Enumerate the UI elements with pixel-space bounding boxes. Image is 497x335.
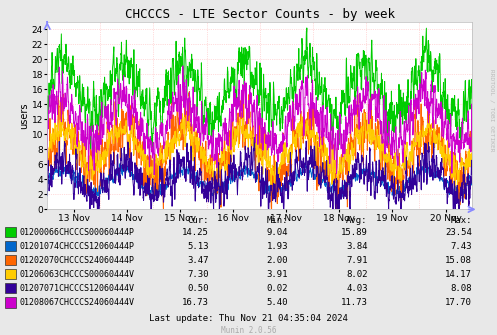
Text: 5.13: 5.13 — [187, 242, 209, 251]
Text: 01202070CHCCCS24060444P: 01202070CHCCCS24060444P — [20, 256, 135, 265]
Text: 1.93: 1.93 — [267, 242, 288, 251]
Text: 4.03: 4.03 — [346, 284, 368, 293]
Text: 7.91: 7.91 — [346, 256, 368, 265]
Text: 7.30: 7.30 — [187, 270, 209, 279]
Text: 3.47: 3.47 — [187, 256, 209, 265]
Text: 15.89: 15.89 — [341, 228, 368, 237]
Text: 01201074CHCCCS12060444P: 01201074CHCCCS12060444P — [20, 242, 135, 251]
Text: 16.73: 16.73 — [182, 298, 209, 307]
Text: Cur:: Cur: — [187, 216, 209, 225]
Text: 23.54: 23.54 — [445, 228, 472, 237]
Text: 14.25: 14.25 — [182, 228, 209, 237]
Text: 01200066CHCCCS00060444P: 01200066CHCCCS00060444P — [20, 228, 135, 237]
Y-axis label: users: users — [19, 102, 29, 129]
Text: 11.73: 11.73 — [341, 298, 368, 307]
Text: 0.02: 0.02 — [267, 284, 288, 293]
Text: 01208067CHCCCS24060444V: 01208067CHCCCS24060444V — [20, 298, 135, 307]
Text: 01206063CHCCCS00060444V: 01206063CHCCCS00060444V — [20, 270, 135, 279]
Text: Max:: Max: — [451, 216, 472, 225]
Text: 3.91: 3.91 — [267, 270, 288, 279]
Text: 2.00: 2.00 — [267, 256, 288, 265]
Text: 0.50: 0.50 — [187, 284, 209, 293]
Title: CHCCCS - LTE Sector Counts - by week: CHCCCS - LTE Sector Counts - by week — [125, 8, 395, 21]
Text: Last update: Thu Nov 21 04:35:04 2024: Last update: Thu Nov 21 04:35:04 2024 — [149, 315, 348, 323]
Text: 8.02: 8.02 — [346, 270, 368, 279]
Text: 15.08: 15.08 — [445, 256, 472, 265]
Text: Min:: Min: — [267, 216, 288, 225]
Text: 5.40: 5.40 — [267, 298, 288, 307]
Text: 17.70: 17.70 — [445, 298, 472, 307]
Text: 8.08: 8.08 — [451, 284, 472, 293]
Text: 14.17: 14.17 — [445, 270, 472, 279]
Text: 01207071CHCCCS12060444V: 01207071CHCCCS12060444V — [20, 284, 135, 293]
Text: Munin 2.0.56: Munin 2.0.56 — [221, 326, 276, 335]
Text: 3.84: 3.84 — [346, 242, 368, 251]
Text: RRDTOOL / TOBI OETIKER: RRDTOOL / TOBI OETIKER — [490, 69, 495, 152]
Text: 9.04: 9.04 — [267, 228, 288, 237]
Text: Avg:: Avg: — [346, 216, 368, 225]
Text: 7.43: 7.43 — [451, 242, 472, 251]
